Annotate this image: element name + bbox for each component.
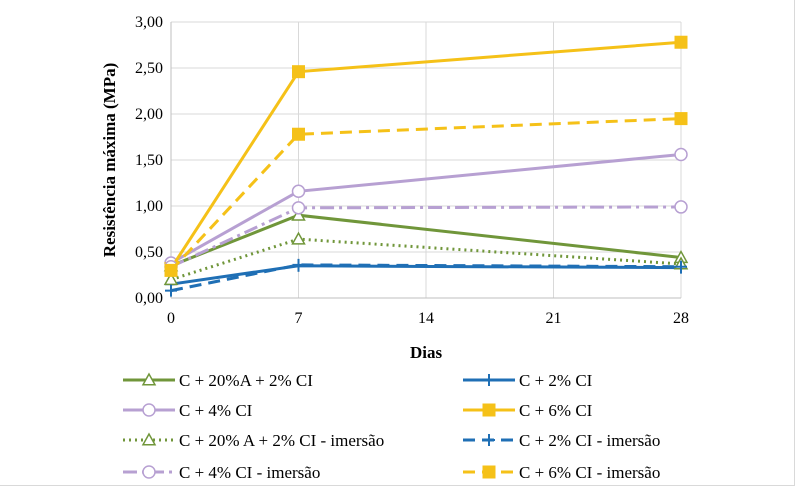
legend-entry: C + 2% CI	[463, 371, 593, 390]
data-point	[292, 127, 305, 141]
series-layer	[163, 35, 689, 297]
legend-label: C + 4% CI - imersão	[179, 463, 320, 482]
legend-marker	[141, 432, 157, 446]
y-tick-label: 0,50	[135, 244, 163, 261]
series-8	[164, 112, 688, 277]
data-point	[165, 284, 177, 297]
legend-marker	[141, 372, 157, 386]
legend-label: C + 2% CI - imersão	[519, 431, 660, 450]
data-point	[674, 35, 688, 49]
data-point	[292, 258, 305, 271]
x-tick-label: 14	[418, 310, 434, 327]
y-tick-label: 1,50	[135, 152, 163, 169]
x-tick-label: 0	[167, 310, 175, 327]
legend-entry: C + 2% CI - imersão	[463, 431, 660, 450]
legend-marker	[482, 403, 496, 417]
x-axis-title: Dias	[410, 343, 443, 362]
y-tick-label: 2,50	[135, 60, 163, 77]
legend-label: C + 6% CI - imersão	[519, 463, 660, 482]
legend-label: C + 4% CI	[179, 401, 253, 420]
legend-entry: C + 6% CI - imersão	[463, 463, 660, 482]
data-point	[291, 207, 306, 221]
legend-marker	[142, 465, 156, 479]
legend-entry: C + 20% A + 2% CI - imersão	[123, 431, 384, 450]
x-tick-label: 21	[546, 310, 562, 327]
data-point	[291, 231, 306, 245]
series-6	[165, 258, 687, 297]
data-point	[292, 65, 305, 79]
x-tick-label: 7	[295, 310, 303, 327]
y-tick-label: 2,00	[135, 106, 163, 123]
legend-label: C + 2% CI	[519, 371, 593, 390]
data-point	[291, 201, 306, 215]
legend-marker	[142, 403, 156, 417]
y-tick-label: 1,00	[135, 198, 163, 215]
legend-label: C + 20%A + 2% CI	[179, 371, 313, 390]
data-point	[164, 263, 178, 277]
x-tick-label: 28	[673, 310, 689, 327]
legend-label: C + 6% CI	[519, 401, 593, 420]
legend-entry: C + 4% CI	[123, 401, 253, 420]
data-point	[674, 112, 688, 126]
gridlines	[171, 21, 682, 299]
data-point	[674, 200, 688, 214]
y-tick-label: 0,00	[135, 290, 163, 307]
data-point	[163, 272, 179, 286]
legend-entry: C + 6% CI	[463, 401, 593, 420]
legend-marker	[482, 465, 496, 479]
series-line	[170, 263, 682, 293]
y-axis-title: Resistência máxima (MPa)	[100, 63, 119, 258]
axes: 0,00 0,50 1,00 1,50 2,00 2,50 3,00 0 7 14 21 28	[135, 14, 689, 327]
legend-marker	[483, 434, 495, 446]
legend-entry: C + 20%A + 2% CI	[123, 371, 313, 390]
data-point	[674, 147, 688, 162]
series-line	[169, 117, 682, 272]
legend-marker	[483, 374, 495, 386]
data-point	[291, 184, 306, 199]
legend: C + 20%A + 2% CI C + 2% CI C + 4% CI C + 6%…	[123, 371, 660, 482]
y-tick-label: 3,00	[135, 14, 163, 31]
legend-label: C + 20% A + 2% CI - imersão	[179, 431, 384, 450]
legend-entry: C + 4% CI - imersão	[123, 463, 320, 482]
data-point	[675, 260, 687, 273]
